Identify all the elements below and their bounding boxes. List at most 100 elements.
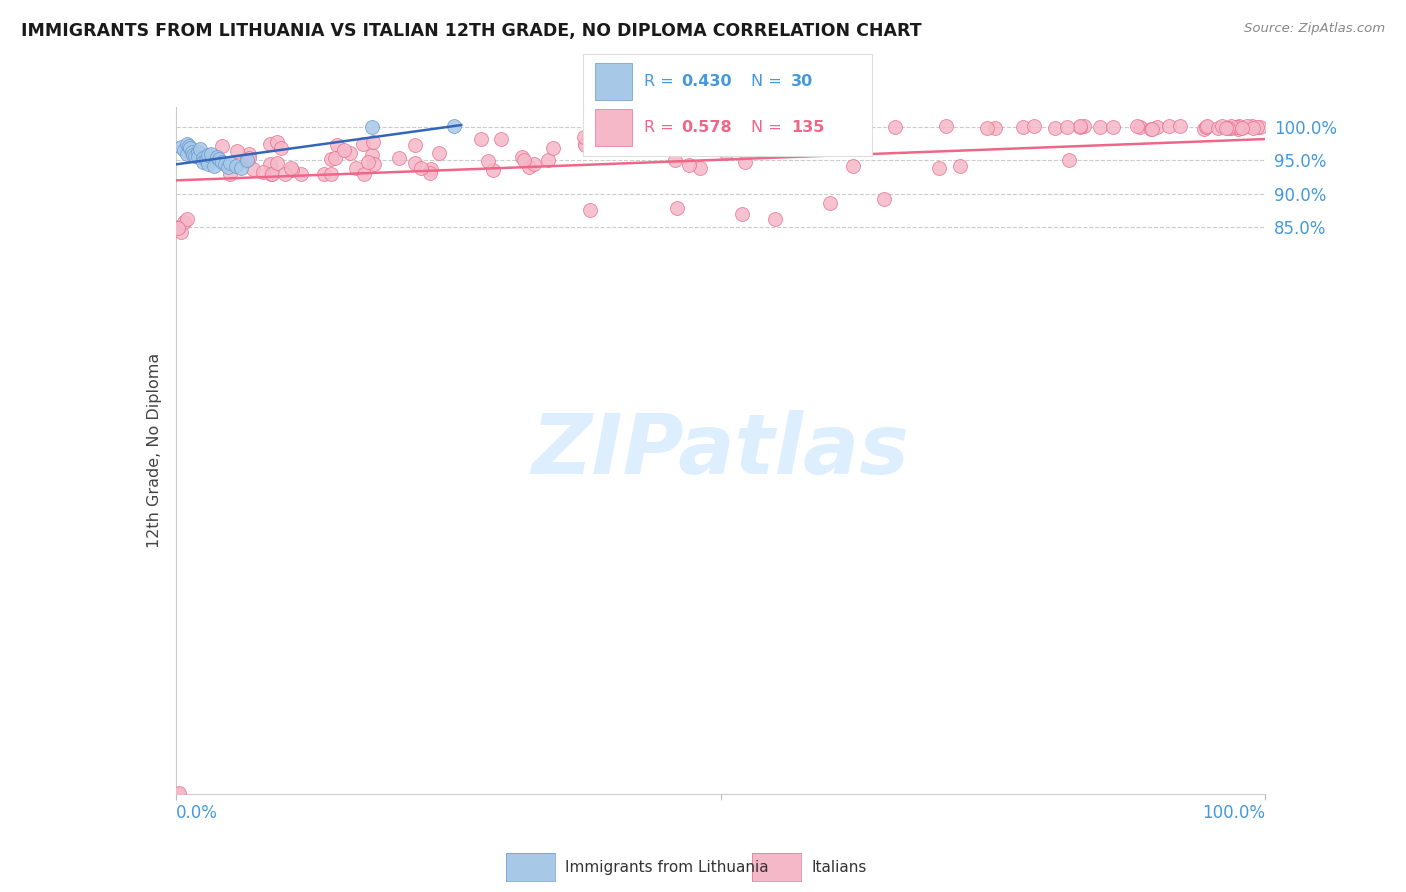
Point xyxy=(173,215,195,229)
Point xyxy=(363,157,385,171)
Point xyxy=(188,142,211,156)
Point xyxy=(186,145,209,160)
Point xyxy=(235,153,257,168)
Point xyxy=(523,157,546,171)
Point xyxy=(1140,121,1163,136)
Point xyxy=(1011,120,1033,135)
Point xyxy=(191,154,214,169)
Bar xyxy=(595,62,633,100)
Point xyxy=(339,145,361,160)
Point xyxy=(266,156,288,170)
Point xyxy=(352,137,374,152)
Point xyxy=(226,145,249,159)
Point xyxy=(252,165,274,179)
Point xyxy=(1192,122,1215,136)
Point xyxy=(935,120,957,134)
Point xyxy=(266,135,288,149)
Point xyxy=(170,225,193,239)
Point xyxy=(195,153,218,168)
Point xyxy=(1129,120,1152,134)
Point xyxy=(574,136,596,151)
Point xyxy=(1088,120,1111,135)
Point xyxy=(205,150,228,164)
Point xyxy=(214,157,236,171)
Point xyxy=(176,146,198,161)
Point xyxy=(176,212,198,227)
Point xyxy=(1102,120,1125,135)
Point xyxy=(716,146,738,161)
Point xyxy=(184,149,207,163)
Point xyxy=(1226,121,1249,136)
Point xyxy=(1240,119,1263,133)
Point xyxy=(419,166,441,180)
Point xyxy=(325,138,347,153)
Y-axis label: 12th Grade, No Diploma: 12th Grade, No Diploma xyxy=(146,353,162,548)
Point xyxy=(541,141,564,155)
Point xyxy=(734,155,756,169)
Point xyxy=(181,145,204,159)
Point xyxy=(242,161,264,176)
Point xyxy=(259,136,281,151)
Point xyxy=(574,138,596,153)
Point xyxy=(1022,119,1045,133)
Point xyxy=(167,221,190,235)
Text: 100.0%: 100.0% xyxy=(1202,805,1265,822)
Point xyxy=(259,157,281,171)
Point xyxy=(666,202,689,216)
Point xyxy=(235,153,257,168)
Point xyxy=(186,150,209,164)
Point xyxy=(200,146,222,161)
Point xyxy=(238,151,260,165)
Point xyxy=(281,162,304,177)
Text: 135: 135 xyxy=(792,120,824,135)
Point xyxy=(710,130,733,145)
Point xyxy=(873,192,896,206)
Point xyxy=(404,155,426,169)
Text: 0.430: 0.430 xyxy=(682,74,733,88)
Point xyxy=(177,138,200,153)
Point xyxy=(685,137,707,152)
Point xyxy=(513,153,536,167)
Point xyxy=(619,141,641,155)
Point xyxy=(1206,121,1229,136)
Point xyxy=(225,159,247,173)
Point xyxy=(1230,120,1253,135)
Point xyxy=(655,138,678,153)
Point xyxy=(689,161,711,176)
Point xyxy=(323,152,346,166)
Point xyxy=(202,159,225,173)
Point xyxy=(360,120,382,134)
Point xyxy=(470,132,492,146)
Point xyxy=(211,154,233,169)
Text: R =: R = xyxy=(644,74,679,88)
Point xyxy=(361,136,384,150)
Point xyxy=(1170,119,1192,133)
Point xyxy=(1195,120,1218,134)
Point xyxy=(517,161,540,175)
Point xyxy=(360,147,382,161)
Point xyxy=(536,153,558,168)
Point xyxy=(678,158,700,172)
Point xyxy=(1159,119,1181,133)
Point xyxy=(1043,121,1066,136)
Text: Source: ZipAtlas.com: Source: ZipAtlas.com xyxy=(1244,22,1385,36)
Point xyxy=(1219,119,1241,133)
Point xyxy=(260,167,283,181)
Point xyxy=(167,787,190,801)
Point xyxy=(510,150,533,164)
Point xyxy=(664,153,686,167)
Point xyxy=(717,130,740,145)
Point xyxy=(443,120,465,134)
Text: IMMIGRANTS FROM LITHUANIA VS ITALIAN 12TH GRADE, NO DIPLOMA CORRELATION CHART: IMMIGRANTS FROM LITHUANIA VS ITALIAN 12T… xyxy=(21,22,922,40)
Point xyxy=(1230,120,1253,135)
Point xyxy=(928,161,950,176)
Text: 0.578: 0.578 xyxy=(682,120,733,135)
Point xyxy=(170,140,193,154)
Point xyxy=(179,141,201,155)
Point xyxy=(1056,120,1078,134)
Point xyxy=(769,136,792,151)
Point xyxy=(1249,120,1271,134)
Point xyxy=(191,152,214,166)
Point xyxy=(427,146,450,161)
Text: N =: N = xyxy=(751,120,786,135)
